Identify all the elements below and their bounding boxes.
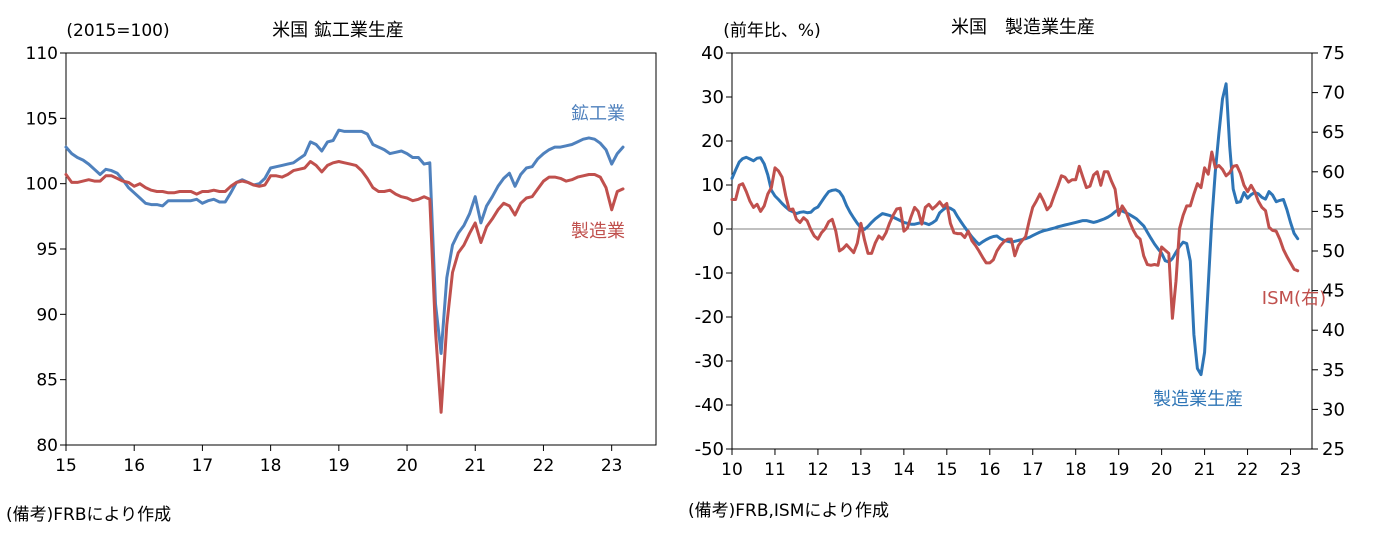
x-tick-label: 13 (850, 460, 872, 480)
plot-frame (65, 52, 657, 446)
y2-tick-label: 65 (1322, 122, 1345, 143)
x-tick-label: 21 (1194, 460, 1216, 480)
x-tick-label: 18 (1065, 460, 1087, 480)
y2-tick-label: 50 (1322, 241, 1345, 262)
series-line-2 (730, 150, 1300, 320)
unit-label: (前年比、%) (723, 21, 820, 41)
x-tick-label: 10 (721, 460, 743, 480)
x-tick-label: 15 (936, 460, 958, 480)
y-tick-label: -40 (695, 395, 724, 416)
y2-tick-label: 60 (1322, 162, 1345, 183)
y2-tick-label: 45 (1322, 281, 1345, 302)
x-tick-label: 19 (328, 456, 350, 476)
y-tick-label: 10 (701, 175, 724, 196)
x-tick-label: 11 (764, 460, 786, 480)
y-tick-label: 110 (26, 44, 58, 64)
series-label: 鉱工業 (571, 104, 625, 125)
series-line-1 (730, 82, 1300, 377)
x-tick-label: 23 (601, 456, 623, 476)
x-tick-label: 16 (123, 456, 145, 476)
y2-tick-label: 25 (1322, 439, 1345, 460)
y-tick-label: 90 (36, 305, 58, 325)
x-tick-label: 22 (1237, 460, 1259, 480)
y-tick-label: 105 (26, 109, 58, 129)
series-label: ISM(右) (1262, 288, 1326, 309)
y2-tick-label: 40 (1322, 320, 1345, 341)
y2-tick-label: 75 (1322, 43, 1345, 64)
x-tick-label: 14 (893, 460, 915, 480)
y-tick-label: 80 (36, 436, 58, 456)
x-tick-label: 22 (533, 456, 555, 476)
y-tick-label: 85 (36, 371, 58, 391)
y-tick-label: 30 (701, 87, 724, 108)
x-tick-label: 20 (396, 456, 418, 476)
y2-tick-label: 35 (1322, 360, 1345, 381)
x-tick-label: 23 (1280, 460, 1302, 480)
source-note-right: (備考)FRB,ISMにより作成 (688, 501, 890, 521)
series-label: 製造業生産 (1153, 389, 1243, 410)
y-tick-label: 100 (26, 175, 58, 195)
x-tick-label: 21 (464, 456, 486, 476)
y-tick-label: 95 (36, 240, 58, 260)
x-tick-label: 15 (55, 456, 77, 476)
x-tick-label: 12 (807, 460, 829, 480)
x-tick-label: 18 (260, 456, 282, 476)
y-tick-label: -50 (695, 439, 724, 460)
x-tick-label: 16 (979, 460, 1001, 480)
y2-tick-label: 55 (1322, 201, 1345, 222)
x-tick-label: 19 (1108, 460, 1130, 480)
x-tick-label: 17 (1022, 460, 1044, 480)
y2-tick-label: 30 (1322, 399, 1345, 420)
source-note-left: (備考)FRBにより作成 (6, 505, 172, 525)
y-tick-label: -20 (695, 307, 724, 328)
y-tick-label: -30 (695, 351, 724, 372)
chart-2: 米国 製造業生産(前年比、%)403020100-10-20-30-40-507… (695, 17, 1345, 480)
y-tick-label: -10 (695, 263, 724, 284)
chart-title: 米国 鉱工業生産 (272, 20, 404, 41)
series-line-2 (64, 160, 625, 414)
series-label: 製造業 (571, 221, 625, 242)
unit-label: (2015=100) (66, 21, 169, 41)
y-tick-label: 0 (713, 219, 724, 240)
x-tick-label: 17 (192, 456, 214, 476)
y-tick-label: 20 (701, 131, 724, 152)
series-line-1 (64, 128, 625, 355)
x-tick-label: 20 (1151, 460, 1173, 480)
chart-title: 米国 製造業生産 (951, 17, 1095, 38)
y2-tick-label: 70 (1322, 83, 1345, 104)
y-tick-label: 40 (701, 43, 724, 64)
